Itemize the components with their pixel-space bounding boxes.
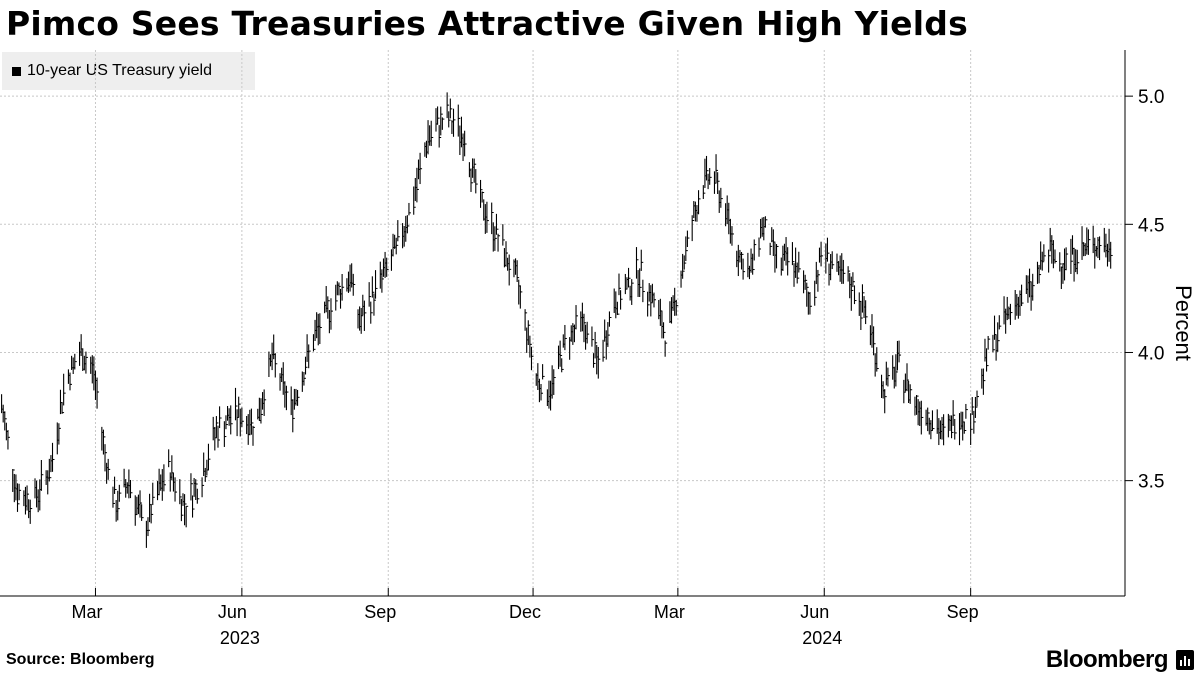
yield-chart: 3.5 4.0 4.5 5.0 Mar Jun Sep Dec Mar Jun Sep 2023 202… — [0, 50, 1196, 645]
x-tick-label: Jun — [800, 602, 829, 622]
chart-title: Pimco Sees Treasuries Attractive Given H… — [6, 4, 968, 43]
y-tick-label: 3.5 — [1138, 472, 1164, 493]
y-axis-label: Percent — [1171, 285, 1196, 361]
source-note: Source: Bloomberg — [6, 651, 155, 668]
x-tick-label: Dec — [509, 602, 541, 622]
x-tick-label: Sep — [364, 602, 396, 622]
y-tick-label: 4.0 — [1138, 343, 1164, 364]
y-tick-label: 5.0 — [1138, 87, 1164, 108]
x-tick-label: Mar — [71, 602, 102, 622]
legend-swatch-icon — [12, 66, 21, 76]
x-tick-label: Mar — [654, 602, 685, 622]
y-tick-label: 4.5 — [1138, 215, 1164, 236]
x-tick-label: Jun — [218, 602, 247, 622]
legend-label: 10-year US Treasury yield — [27, 62, 212, 79]
x-tick-label: Sep — [947, 602, 979, 622]
x-year-label: 2024 — [802, 628, 842, 645]
bloomberg-logo: Bloomberg — [1045, 646, 1169, 673]
legend: 10-year US Treasury yield — [2, 52, 255, 90]
bloomberg-logo-icon — [1176, 650, 1194, 670]
x-year-label: 2023 — [220, 628, 260, 645]
